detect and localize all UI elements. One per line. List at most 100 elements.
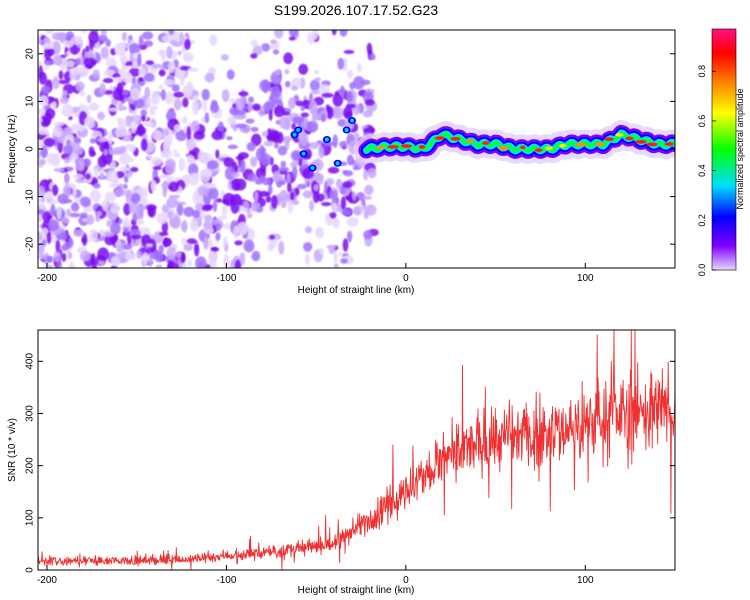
spectrogram-cell xyxy=(79,250,91,262)
spectrogram-cell xyxy=(206,160,219,170)
spectrogram-cell xyxy=(187,258,193,268)
spectrogram-cell xyxy=(274,142,279,149)
spectrogram-cell xyxy=(290,192,295,201)
spectrogram-cell xyxy=(63,157,70,164)
spectrogram-cell xyxy=(138,67,146,78)
spectrogram-cell xyxy=(186,81,194,93)
spectrogram-cell xyxy=(291,122,297,130)
spectrogram-cell xyxy=(247,101,253,113)
spectrogram-cell xyxy=(169,215,182,229)
spectrogram-cell xyxy=(183,243,193,252)
spectrogram-cell xyxy=(259,79,271,92)
spectrogram-cell xyxy=(243,239,255,253)
spectrogram-cell xyxy=(303,99,309,104)
spectrogram-cell xyxy=(38,39,45,44)
spectrogram-cell xyxy=(95,214,101,222)
colorbar-tick-label: 0.8 xyxy=(697,65,707,78)
spectrogram-cell xyxy=(53,167,65,173)
spectrogram-ridge-peak xyxy=(575,142,587,147)
spectrogram-cell xyxy=(104,191,117,203)
spectrogram-cell xyxy=(158,69,166,77)
spectrogram-cell xyxy=(151,130,163,141)
spectrogram-cell xyxy=(192,172,199,179)
spectrogram-cell xyxy=(335,178,343,189)
spectrogram-cell xyxy=(209,261,218,268)
spectrogram-cell xyxy=(69,212,81,218)
spectrogram-cell xyxy=(74,146,84,156)
spectrogram-cell xyxy=(292,116,304,124)
spectrogram-cell xyxy=(192,102,199,116)
spectrogram-cell xyxy=(136,219,145,225)
colorbar-ticks: 0.0 0.2 0.4 0.6 0.8 xyxy=(697,65,716,276)
spectrogram-cell xyxy=(129,157,135,163)
snr-xlabel: Height of straight line (km) xyxy=(298,585,415,596)
spectrogram-cell xyxy=(38,204,46,210)
spectrogram-cell xyxy=(180,221,187,232)
colorbar-frame xyxy=(711,28,737,271)
spectrogram-cell xyxy=(261,43,270,52)
spectrogram-cell xyxy=(74,58,81,66)
spectrogram-cell xyxy=(363,169,368,181)
spectrogram-cell xyxy=(85,54,94,59)
spectrogram-cell xyxy=(221,204,228,216)
spectrogram-cell xyxy=(234,240,243,246)
spectrogram-cell xyxy=(68,153,79,163)
spectrogram-cell xyxy=(261,177,272,186)
spectrogram-ridge-peak xyxy=(558,144,567,148)
spectrogram-cell xyxy=(234,123,247,129)
spectrogram-cell xyxy=(345,103,356,109)
spectrogram-cell xyxy=(292,132,297,137)
spectrogram-ridge-peak xyxy=(465,139,475,143)
spectrogram-cell xyxy=(97,155,108,168)
spectrogram-cell xyxy=(98,34,108,43)
spectrogram-cell xyxy=(50,101,58,109)
spectrogram-cell xyxy=(143,72,155,82)
spectrogram-cell xyxy=(141,252,150,266)
spectrogram-cell xyxy=(58,70,64,80)
spectrogram-cell xyxy=(42,238,47,247)
spectrogram-cell xyxy=(64,134,75,141)
spectrogram-cell xyxy=(223,157,235,168)
spectrogram-cell xyxy=(215,149,220,159)
snr-panel: -200 -100 0 100 0 100 200 300 400 Height of stra… xyxy=(7,329,676,596)
spectrogram-cell xyxy=(61,231,68,241)
spectrogram-cell xyxy=(80,30,88,34)
spectrogram-cell xyxy=(314,77,322,82)
spectrogram-cell xyxy=(42,42,54,50)
spectrogram-cell xyxy=(52,125,63,138)
spectrogram-cell xyxy=(332,93,344,107)
spectrogram-cell xyxy=(88,228,99,242)
spectrogram-cell xyxy=(119,94,124,102)
snr-series-line xyxy=(38,330,675,570)
spectrogram-cell xyxy=(163,79,175,86)
spectrogram-cell xyxy=(97,111,105,121)
spectrogram-cell xyxy=(121,71,133,84)
spectrogram-cell xyxy=(62,89,68,97)
snr-ytick-label: 0 xyxy=(25,567,36,573)
spectrogram-cell xyxy=(121,89,130,96)
colorbar: 0.0 0.2 0.4 0.6 0.8 Normalized spectral ampl… xyxy=(697,28,745,276)
spectrogram-cell xyxy=(300,112,310,118)
colorbar-gradient xyxy=(712,29,736,270)
spectrogram-cell xyxy=(190,120,200,133)
chart-title: S199.2026.107.17.52.G23 xyxy=(274,2,438,18)
spectrogram-cell xyxy=(123,203,131,216)
spectrogram-cell xyxy=(301,151,306,156)
spectrogram-cell xyxy=(321,92,334,98)
spectrogram-ridge-peak xyxy=(498,146,509,150)
spectrogram-cell xyxy=(159,231,169,236)
spectrogram-cell xyxy=(278,116,291,130)
spectrogram-cell xyxy=(294,187,300,196)
spectrogram-cell xyxy=(342,57,348,72)
spectrogram-ytick-label: 0 xyxy=(25,146,36,152)
spectrogram-cell xyxy=(184,174,192,180)
spectrogram-cell xyxy=(51,235,58,243)
snr-xtick-label: 0 xyxy=(403,575,409,586)
snr-ytick-label: 300 xyxy=(25,405,36,422)
spectrogram-cell xyxy=(283,52,294,65)
spectrogram-cell xyxy=(287,97,296,109)
spectrogram-cell xyxy=(145,60,155,66)
spectrogram-cell xyxy=(272,85,280,99)
spectrogram-cell xyxy=(318,247,324,255)
